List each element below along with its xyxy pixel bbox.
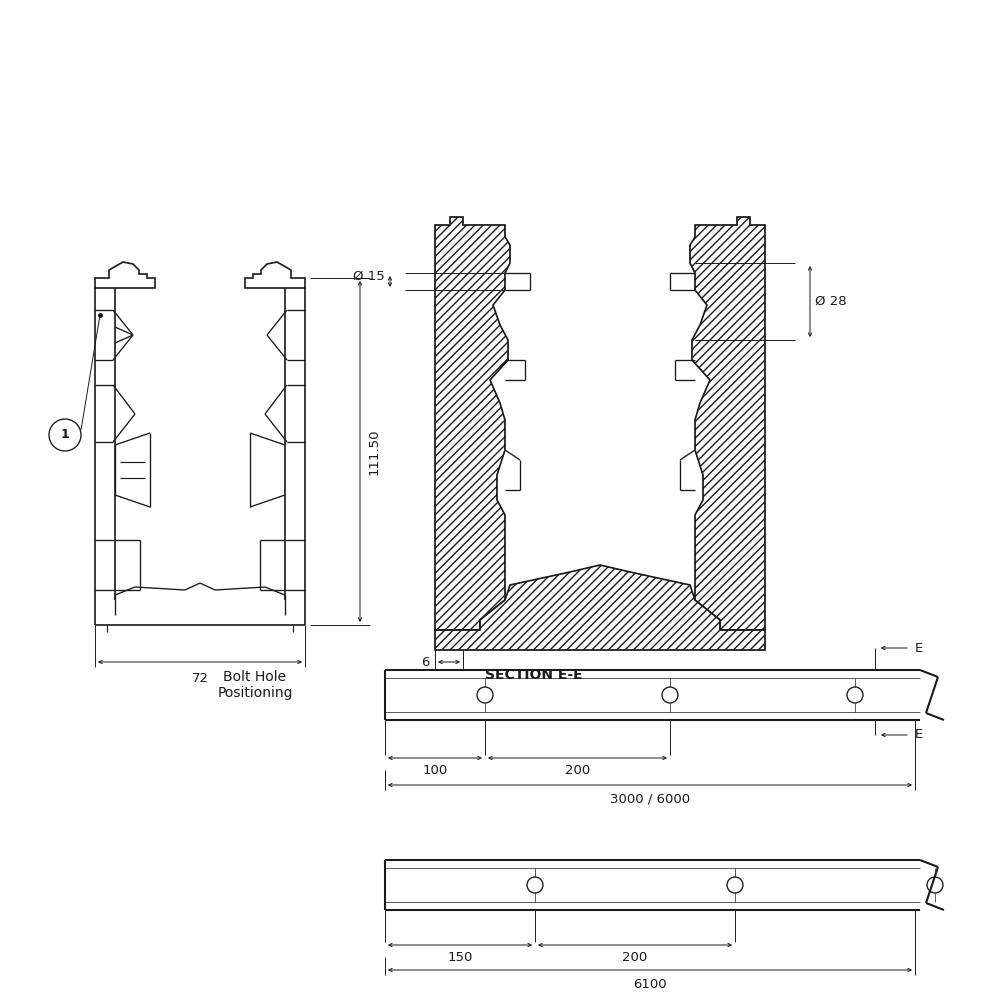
Text: Bolt Hole
Positioning: Bolt Hole Positioning — [217, 670, 293, 700]
Polygon shape — [95, 262, 155, 288]
Text: 111.50: 111.50 — [368, 428, 381, 475]
Text: 6100: 6100 — [633, 978, 667, 991]
Text: 200: 200 — [565, 764, 590, 777]
Polygon shape — [435, 217, 510, 630]
Text: E: E — [915, 642, 923, 654]
Text: 6: 6 — [421, 656, 429, 668]
Polygon shape — [435, 565, 765, 650]
Text: 72: 72 — [192, 672, 208, 685]
Polygon shape — [690, 217, 765, 630]
Text: 100: 100 — [422, 764, 448, 777]
Text: SECTION E-E: SECTION E-E — [485, 668, 583, 682]
Text: 150: 150 — [447, 951, 473, 964]
Polygon shape — [245, 262, 305, 288]
Text: 200: 200 — [622, 951, 648, 964]
Text: 3000 / 6000: 3000 / 6000 — [610, 793, 690, 806]
Text: 1: 1 — [61, 428, 69, 442]
Text: Ø 28: Ø 28 — [815, 295, 847, 308]
Text: E: E — [915, 728, 923, 742]
Text: Ø 15: Ø 15 — [353, 270, 385, 283]
